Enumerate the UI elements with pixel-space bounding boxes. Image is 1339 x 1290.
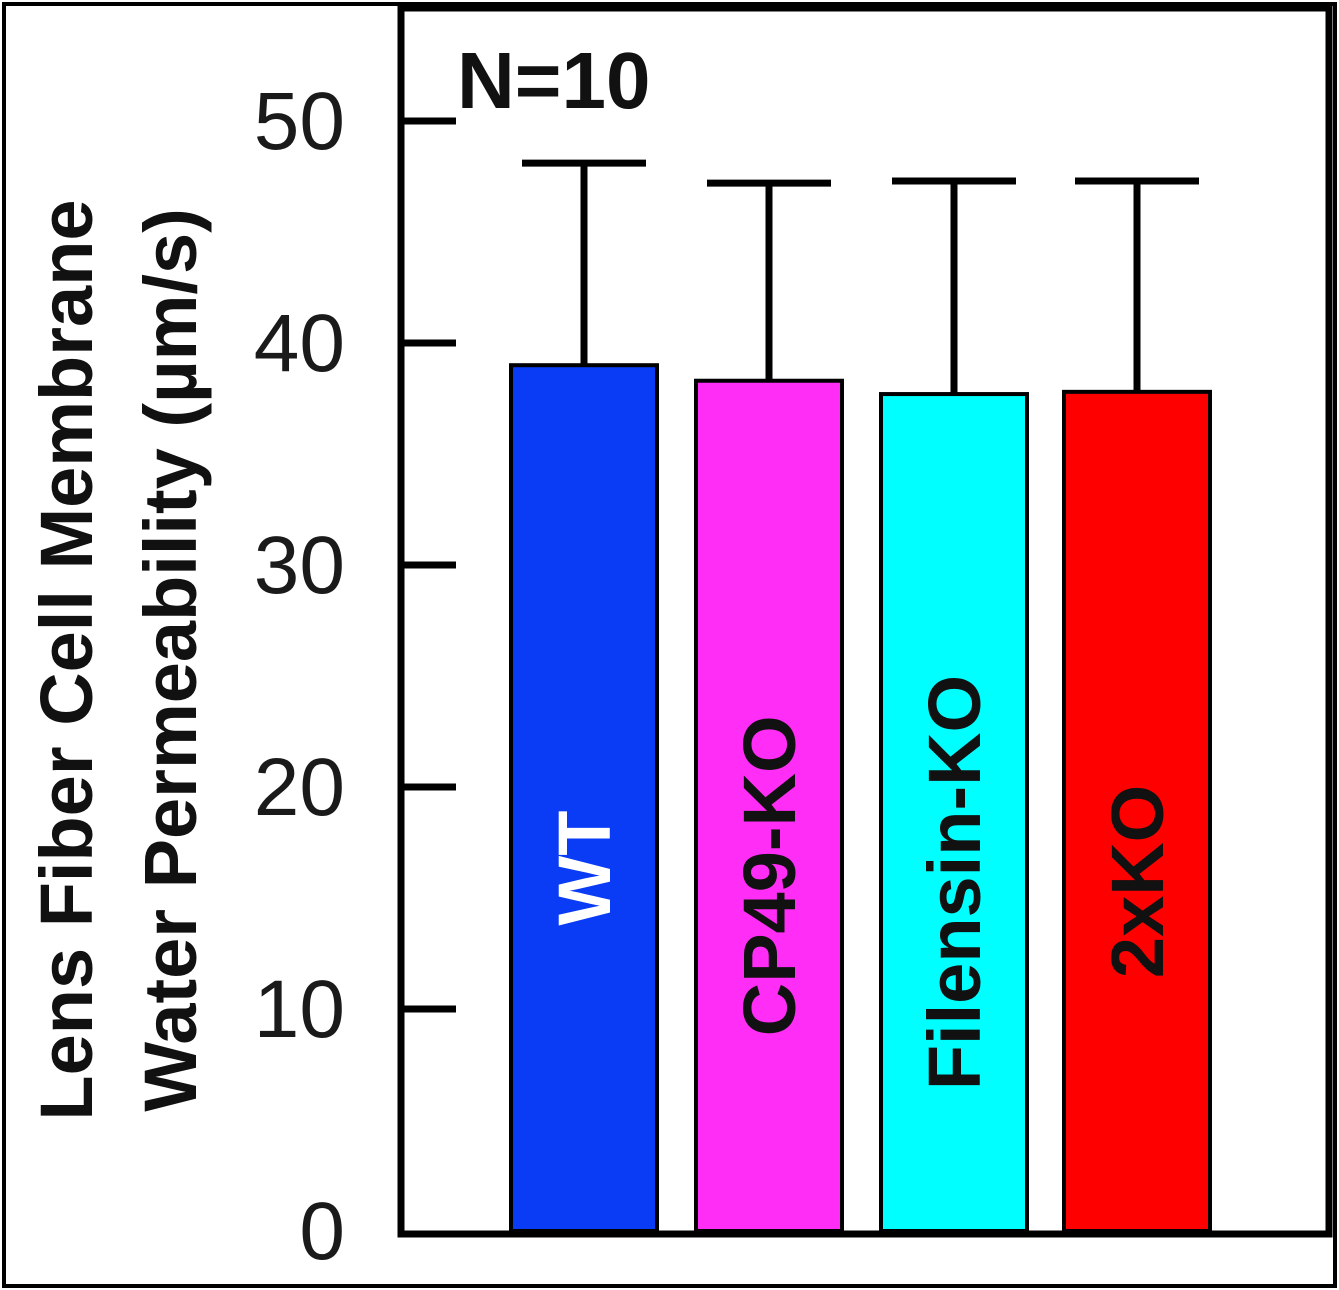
category-label-wt: WT (543, 811, 626, 926)
plot-frame (397, 4, 1333, 1238)
sample-size-annotation: N=10 (457, 36, 650, 125)
category-label-2xko: 2xKO (1096, 785, 1179, 978)
y-tick-label-50: 50 (254, 76, 345, 167)
y-tick-label-30: 30 (254, 520, 345, 611)
bar-cp49-ko (694, 378, 844, 1233)
bar-filensin-ko (879, 392, 1029, 1233)
bar-2xko (1062, 389, 1212, 1233)
bar-wt (509, 363, 659, 1233)
category-label-filensin-ko: Filensin-KO (913, 675, 996, 1090)
category-label-cp49-ko: CP49-KO (728, 715, 811, 1036)
y-axis-title-line2: Water Permeability (µm/s) (129, 208, 212, 1112)
y-tick-label-40: 40 (254, 298, 345, 389)
y-axis-title-line1: Lens Fiber Cell Membrane (25, 199, 108, 1120)
y-tick-label-0: 0 (299, 1186, 345, 1277)
y-tick-label-10: 10 (254, 964, 345, 1055)
y-tick-label-20: 20 (254, 742, 345, 833)
